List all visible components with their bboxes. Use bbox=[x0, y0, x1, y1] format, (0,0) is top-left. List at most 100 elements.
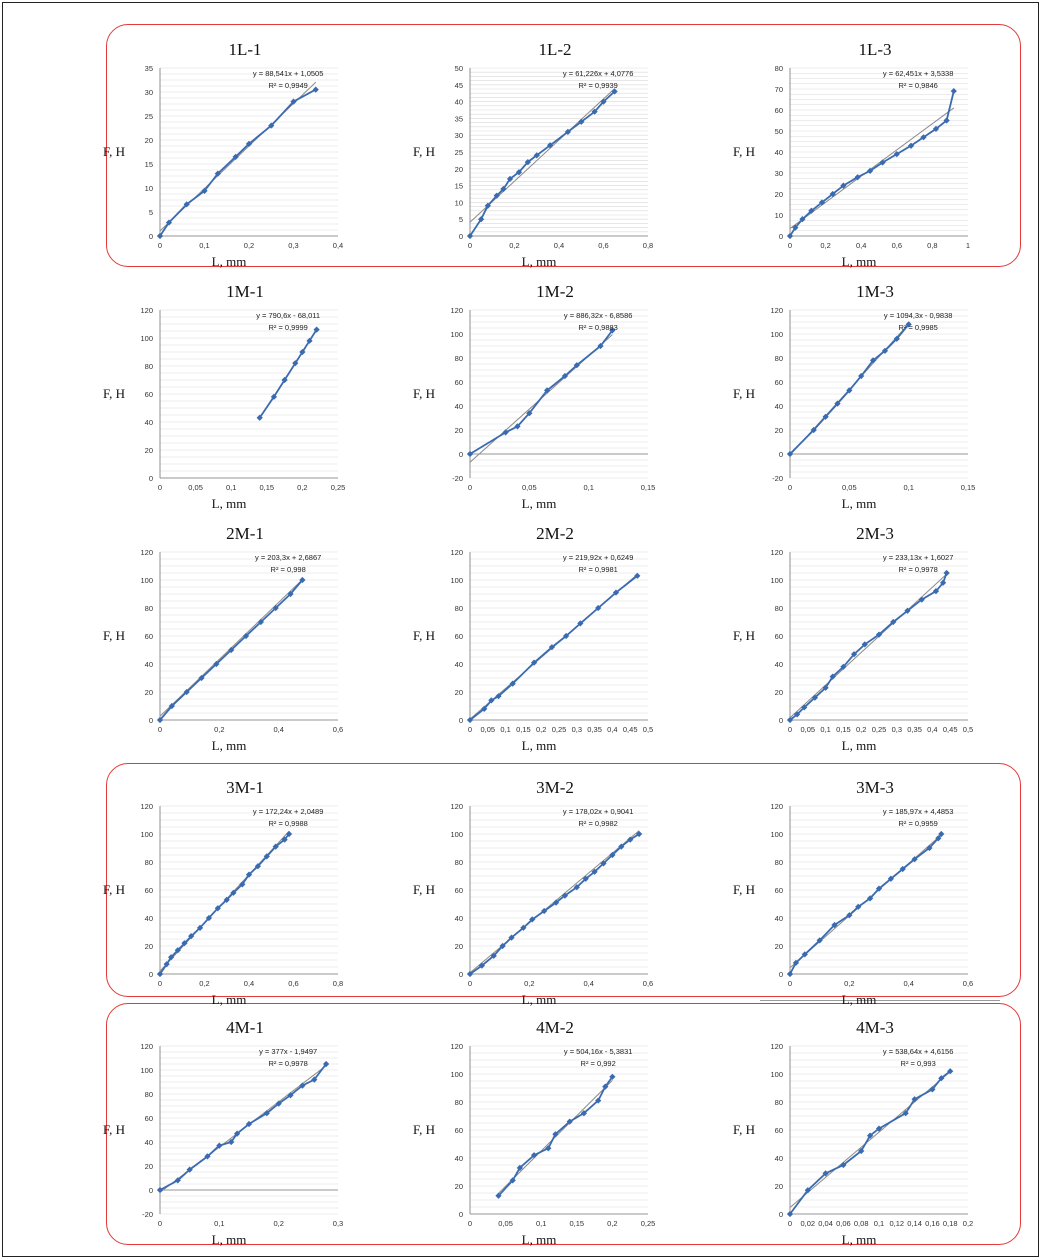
chart-title: 1M-2 bbox=[536, 282, 574, 301]
y-axis-label: F, H bbox=[733, 882, 755, 897]
data-point bbox=[500, 185, 507, 193]
series-line bbox=[159, 1063, 327, 1191]
y-tick-label: 100 bbox=[450, 830, 463, 839]
data-point bbox=[478, 216, 485, 223]
y-tick-label: 40 bbox=[775, 914, 783, 923]
y-tick-label: 80 bbox=[145, 604, 153, 613]
y-tick-label: 10 bbox=[455, 198, 463, 207]
trendline-equation: y = 886,32x - 6,8586 bbox=[564, 311, 633, 320]
x-axis-label: L, mm bbox=[842, 254, 877, 269]
y-tick-label: 60 bbox=[455, 378, 463, 387]
x-tick-label: 0,1 bbox=[214, 1219, 224, 1228]
y-tick-label: 100 bbox=[770, 330, 783, 339]
chart-1l-3: 0 10 20 30 40 50 60 70 80 0 0,2 0,4 0,6 0,8 1 1L-3 F, H L… bbox=[733, 40, 970, 269]
x-tick-label: 0,45 bbox=[623, 725, 638, 734]
x-axis-label: L, mm bbox=[212, 738, 247, 753]
trendline-equation: y = 504,16x - 5,3831 bbox=[564, 1047, 633, 1056]
y-tick-label: 80 bbox=[455, 604, 463, 613]
x-axis-label: L, mm bbox=[522, 496, 557, 511]
y-tick-label: 120 bbox=[450, 306, 463, 315]
x-tick-label: 0,15 bbox=[516, 725, 531, 734]
x-axis-label: L, mm bbox=[212, 992, 247, 1007]
x-tick-label: 0,6 bbox=[333, 725, 343, 734]
trendline-equation: y = 172,24x + 2,0489 bbox=[253, 807, 323, 816]
trendline-equation: y = 790,6x - 68,011 bbox=[256, 311, 320, 320]
data-point bbox=[902, 1110, 909, 1117]
data-point bbox=[530, 1152, 538, 1159]
chart-title: 3M-1 bbox=[226, 778, 264, 797]
y-tick-label: 40 bbox=[455, 402, 463, 411]
data-point bbox=[911, 1096, 918, 1103]
y-tick-label: 15 bbox=[455, 182, 463, 191]
y-tick-label: 0 bbox=[459, 232, 463, 241]
x-tick-label: 0 bbox=[468, 725, 472, 734]
data-point bbox=[263, 1110, 270, 1117]
x-tick-label: 0 bbox=[158, 979, 162, 988]
chart-1l-1: 0 5 10 15 20 25 30 35 0 0,1 0,2 0,3 0,4 1L-1 F, H L, mm… bbox=[103, 40, 343, 269]
y-tick-label: 80 bbox=[775, 64, 783, 73]
y-tick-label: 60 bbox=[145, 886, 153, 895]
chart-3m-3: 0 20 40 60 80 100 120 0 0,2 0,4 0,6 3M-3 F, H L, mm y … bbox=[733, 778, 973, 1007]
y-tick-label: 60 bbox=[145, 1114, 153, 1123]
x-tick-label: 0,1 bbox=[903, 483, 913, 492]
x-axis-label: L, mm bbox=[522, 738, 557, 753]
y-tick-label: 60 bbox=[145, 390, 153, 399]
x-tick-label: 0,4 bbox=[927, 725, 937, 734]
x-tick-label: 0,8 bbox=[643, 241, 653, 250]
x-tick-label: 0 bbox=[468, 1219, 472, 1228]
y-tick-label: 20 bbox=[145, 942, 153, 951]
chart-title: 4M-1 bbox=[226, 1018, 264, 1037]
x-tick-label: 0,4 bbox=[273, 725, 283, 734]
chart-2m-3: 0 20 40 60 80 100 120 0 0,05 0,1 0,15 0,2 0,25 0,3 0,3… bbox=[733, 524, 973, 753]
x-tick-label: 0 bbox=[468, 979, 472, 988]
y-tick-label: 120 bbox=[770, 1042, 783, 1051]
trendline-r2: R² = 0,9985 bbox=[898, 323, 937, 332]
x-tick-label: 0,6 bbox=[598, 241, 608, 250]
x-tick-label: 0,15 bbox=[836, 725, 851, 734]
x-tick-label: 0,2 bbox=[273, 1219, 283, 1228]
trendline-r2: R² = 0,993 bbox=[901, 1059, 936, 1068]
chart-4m-2: 0 20 40 60 80 100 120 0 0,05 0,1 0,15 0,2 0,25 4M-2 F,… bbox=[413, 1018, 655, 1247]
series-line bbox=[469, 90, 616, 237]
y-tick-label: 5 bbox=[149, 208, 153, 217]
x-tick-label: 0,15 bbox=[569, 1219, 584, 1228]
trendline-r2: R² = 0,998 bbox=[271, 565, 306, 574]
x-tick-label: 0,05 bbox=[188, 483, 203, 492]
x-tick-label: 0,1 bbox=[874, 1219, 884, 1228]
y-tick-label: 70 bbox=[775, 85, 783, 94]
y-tick-label: 40 bbox=[455, 914, 463, 923]
y-tick-label: 0 bbox=[779, 970, 783, 979]
data-point bbox=[312, 86, 319, 93]
x-tick-label: 0,3 bbox=[333, 1219, 343, 1228]
y-tick-label: 100 bbox=[140, 576, 153, 585]
x-tick-label: 0,2 bbox=[607, 1219, 617, 1228]
x-tick-label: 0,2 bbox=[524, 979, 534, 988]
trendline-equation: y = 538,64x + 4,6156 bbox=[883, 1047, 953, 1056]
data-point bbox=[943, 569, 950, 577]
y-tick-label: 80 bbox=[145, 858, 153, 867]
chart-title: 2M-1 bbox=[226, 524, 264, 543]
chart-2m-2: 0 20 40 60 80 100 120 0 0,05 0,1 0,15 0,2 0,25 0,3 0,3… bbox=[413, 524, 653, 753]
x-tick-label: 0 bbox=[468, 483, 472, 492]
y-tick-label: 10 bbox=[145, 184, 153, 193]
y-tick-label: 20 bbox=[455, 165, 463, 174]
y-tick-label: 20 bbox=[455, 942, 463, 951]
y-tick-label: 120 bbox=[770, 802, 783, 811]
y-tick-label: 100 bbox=[770, 830, 783, 839]
trendline bbox=[469, 88, 615, 223]
data-point bbox=[595, 1097, 602, 1104]
x-axis-label: L, mm bbox=[522, 254, 557, 269]
chart-title: 2M-3 bbox=[856, 524, 894, 543]
y-tick-label: 0 bbox=[149, 1186, 153, 1195]
trendline-r2: R² = 0,9981 bbox=[578, 565, 617, 574]
x-tick-label: 0,1 bbox=[226, 483, 236, 492]
y-axis-label: F, H bbox=[733, 628, 755, 643]
x-tick-label: 1 bbox=[966, 241, 970, 250]
data-point bbox=[804, 1187, 811, 1194]
trendline-r2: R² = 0,9988 bbox=[268, 819, 307, 828]
y-tick-label: 20 bbox=[775, 426, 783, 435]
x-tick-label: 0 bbox=[788, 241, 792, 250]
data-point bbox=[866, 895, 874, 902]
